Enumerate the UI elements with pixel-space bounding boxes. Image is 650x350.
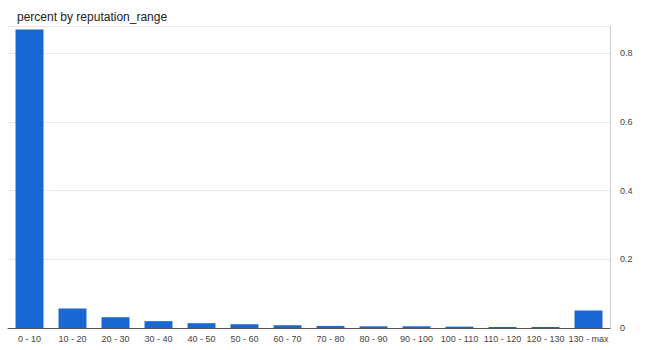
- svg-text:0: 0: [620, 323, 625, 333]
- svg-text:20 - 30: 20 - 30: [101, 334, 129, 344]
- svg-text:30 - 40: 30 - 40: [144, 334, 172, 344]
- svg-text:40 - 50: 40 - 50: [187, 334, 215, 344]
- svg-text:120 - 130: 120 - 130: [526, 334, 564, 344]
- svg-text:110 - 120: 110 - 120: [484, 334, 521, 344]
- svg-text:10 - 20: 10 - 20: [58, 334, 86, 344]
- svg-text:0.6: 0.6: [620, 117, 633, 127]
- svg-text:90 - 100: 90 - 100: [400, 334, 433, 344]
- svg-text:0.2: 0.2: [620, 254, 633, 264]
- svg-text:0.8: 0.8: [620, 48, 633, 58]
- svg-text:0 - 10: 0 - 10: [18, 334, 41, 344]
- svg-text:60 - 70: 60 - 70: [273, 334, 301, 344]
- svg-text:0.4: 0.4: [620, 186, 633, 196]
- svg-text:70 - 80: 70 - 80: [316, 334, 344, 344]
- svg-text:50 - 60: 50 - 60: [230, 334, 258, 344]
- svg-text:80 - 90: 80 - 90: [359, 334, 387, 344]
- svg-text:130 - max: 130 - max: [568, 334, 609, 344]
- svg-text:percent by reputation_range: percent by reputation_range: [17, 10, 167, 24]
- svg-text:100 - 110: 100 - 110: [441, 334, 478, 344]
